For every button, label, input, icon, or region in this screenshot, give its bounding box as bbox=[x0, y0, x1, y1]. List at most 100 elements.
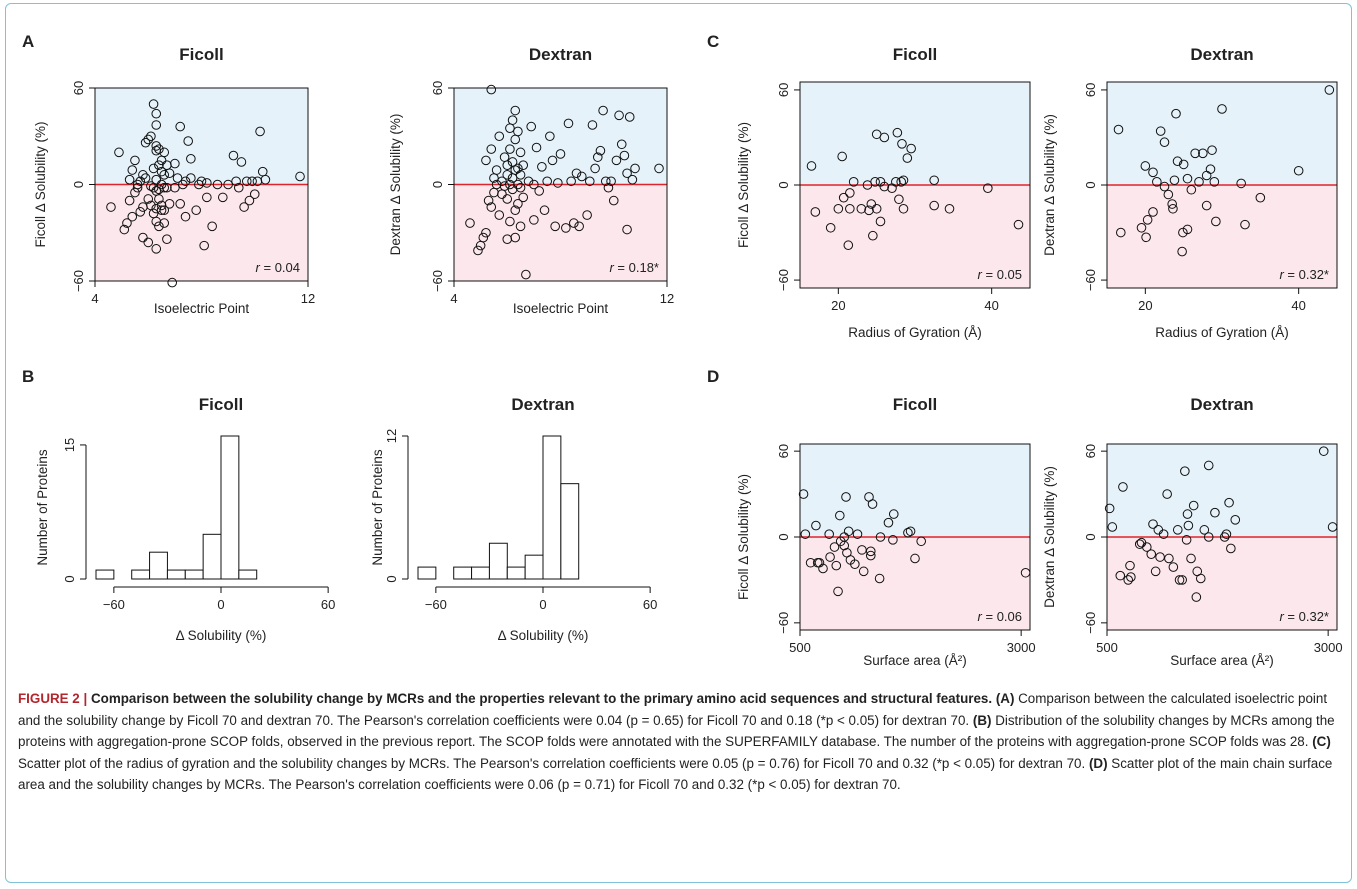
chart-title: Dextran bbox=[511, 395, 574, 414]
data-point bbox=[295, 171, 305, 182]
data-point bbox=[170, 158, 180, 169]
data-point bbox=[207, 221, 217, 232]
data-point bbox=[151, 108, 162, 119]
data-point bbox=[1146, 549, 1157, 559]
data-point bbox=[502, 160, 513, 170]
x-tick-label: 0 bbox=[217, 597, 224, 612]
data-point bbox=[598, 105, 608, 116]
data-point bbox=[592, 152, 603, 162]
data-point bbox=[870, 177, 880, 187]
y-tick-label: 60 bbox=[71, 81, 86, 95]
y-tick-label: 60 bbox=[776, 444, 791, 458]
data-point bbox=[814, 557, 825, 568]
negative-region bbox=[454, 184, 667, 281]
data-point bbox=[818, 563, 828, 574]
data-point bbox=[1293, 165, 1304, 176]
data-point bbox=[521, 269, 531, 280]
data-point bbox=[542, 176, 552, 187]
data-point bbox=[622, 168, 632, 179]
data-point bbox=[983, 183, 993, 193]
data-point bbox=[916, 536, 926, 547]
data-point bbox=[1226, 543, 1236, 554]
data-point bbox=[106, 202, 116, 212]
data-point bbox=[1182, 224, 1193, 235]
data-point bbox=[577, 171, 587, 182]
data-point bbox=[159, 182, 170, 193]
data-point bbox=[553, 178, 563, 188]
data-point bbox=[212, 179, 223, 190]
data-point bbox=[1188, 500, 1199, 511]
chart-title: Ficoll bbox=[893, 45, 937, 64]
data-point bbox=[811, 520, 821, 531]
y-tick-label: 0 bbox=[384, 575, 399, 582]
data-point bbox=[175, 121, 185, 132]
data-point bbox=[898, 175, 909, 186]
negative-region bbox=[800, 537, 1030, 630]
x-tick-label: 3000 bbox=[1007, 640, 1036, 655]
data-point bbox=[241, 176, 252, 187]
y-tick-label: −60 bbox=[1083, 269, 1098, 291]
data-point bbox=[875, 216, 886, 227]
data-point bbox=[1190, 148, 1200, 159]
data-point bbox=[864, 205, 874, 216]
x-tick-label: 500 bbox=[1096, 640, 1118, 655]
data-point bbox=[603, 182, 614, 193]
positive-region bbox=[95, 88, 308, 185]
data-point bbox=[127, 165, 138, 175]
data-point bbox=[170, 182, 180, 193]
data-point bbox=[505, 216, 515, 227]
data-point bbox=[518, 160, 529, 170]
correlation-label: r = 0.18* bbox=[609, 260, 659, 275]
data-point bbox=[130, 155, 140, 166]
data-point bbox=[1123, 575, 1134, 585]
data-point bbox=[590, 163, 600, 174]
data-point bbox=[138, 170, 148, 180]
data-point bbox=[868, 230, 878, 241]
figure-frame bbox=[5, 3, 1352, 883]
data-point bbox=[1210, 507, 1220, 518]
data-point bbox=[228, 150, 239, 161]
data-point bbox=[929, 175, 939, 186]
negative-region bbox=[800, 185, 1030, 288]
chart-c1: Ficoll r = 0.05 20 40 −60 0 60 Radius of Gyrati… bbox=[736, 45, 1031, 340]
data-point bbox=[1318, 446, 1329, 456]
positive-region bbox=[800, 82, 1030, 185]
data-point bbox=[183, 136, 193, 146]
positive-region bbox=[454, 88, 667, 185]
data-point bbox=[563, 118, 574, 129]
data-point bbox=[156, 205, 167, 216]
data-point bbox=[164, 199, 175, 209]
data-point bbox=[1195, 573, 1206, 584]
data-point bbox=[180, 211, 191, 222]
data-point bbox=[127, 211, 138, 222]
histogram-bar bbox=[220, 435, 240, 580]
data-point bbox=[611, 155, 622, 166]
data-point bbox=[600, 176, 611, 187]
data-point bbox=[162, 182, 172, 193]
x-tick-label: 40 bbox=[1291, 298, 1305, 313]
x-axis-label: Isoelectric Point bbox=[513, 301, 609, 316]
data-point bbox=[1125, 560, 1135, 571]
data-point bbox=[898, 203, 909, 214]
data-point bbox=[499, 181, 510, 191]
data-point bbox=[1201, 200, 1212, 211]
data-point bbox=[1162, 489, 1172, 499]
data-point bbox=[595, 145, 606, 156]
data-point bbox=[892, 127, 903, 138]
chart-c2: Dextran r = 0.32* 20 40 −60 0 60 Radius of Gyra… bbox=[1042, 45, 1338, 340]
data-point bbox=[1217, 104, 1227, 114]
data-point bbox=[505, 144, 515, 154]
chart-title: Dextran bbox=[1190, 45, 1253, 64]
data-point bbox=[798, 489, 809, 499]
chart-a2: Dextran r = 0.18* 4 12 −60 0 60 Isoelectric Poi… bbox=[388, 45, 674, 316]
histogram-bar bbox=[202, 533, 222, 580]
data-point bbox=[239, 202, 249, 212]
data-point bbox=[156, 179, 167, 190]
data-point bbox=[154, 144, 164, 154]
data-point bbox=[534, 186, 545, 196]
data-point bbox=[838, 192, 849, 203]
data-point bbox=[478, 232, 489, 243]
data-point bbox=[619, 150, 630, 161]
data-point bbox=[1199, 525, 1210, 535]
data-point bbox=[574, 221, 584, 232]
